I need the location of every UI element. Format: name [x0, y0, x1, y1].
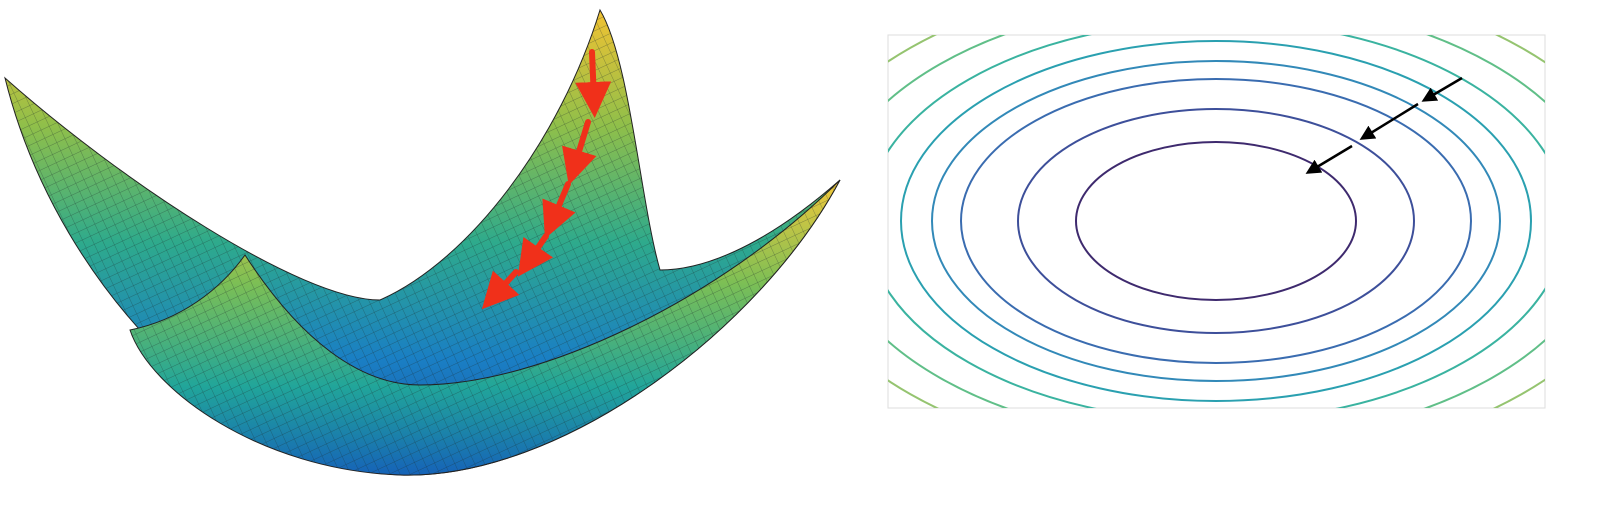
arrow — [562, 119, 597, 186]
arrow — [1421, 76, 1463, 102]
arrow — [1359, 102, 1419, 140]
arrow — [575, 49, 612, 118]
contour — [1075, 141, 1357, 301]
contour — [900, 40, 1532, 402]
arrow — [1305, 144, 1353, 174]
plot-frame — [887, 34, 1546, 409]
descent-arrows — [1305, 76, 1463, 174]
contour — [931, 60, 1501, 382]
contour — [1017, 108, 1415, 334]
descent-arrows — [481, 49, 612, 310]
arrow — [481, 269, 520, 310]
contour-plot — [887, 34, 1546, 409]
surface-front-mesh — [130, 180, 840, 476]
contours — [888, 35, 1545, 408]
surface-plot — [4, 8, 841, 476]
contour — [960, 78, 1472, 364]
arrow — [542, 181, 576, 239]
arrow — [517, 233, 554, 277]
